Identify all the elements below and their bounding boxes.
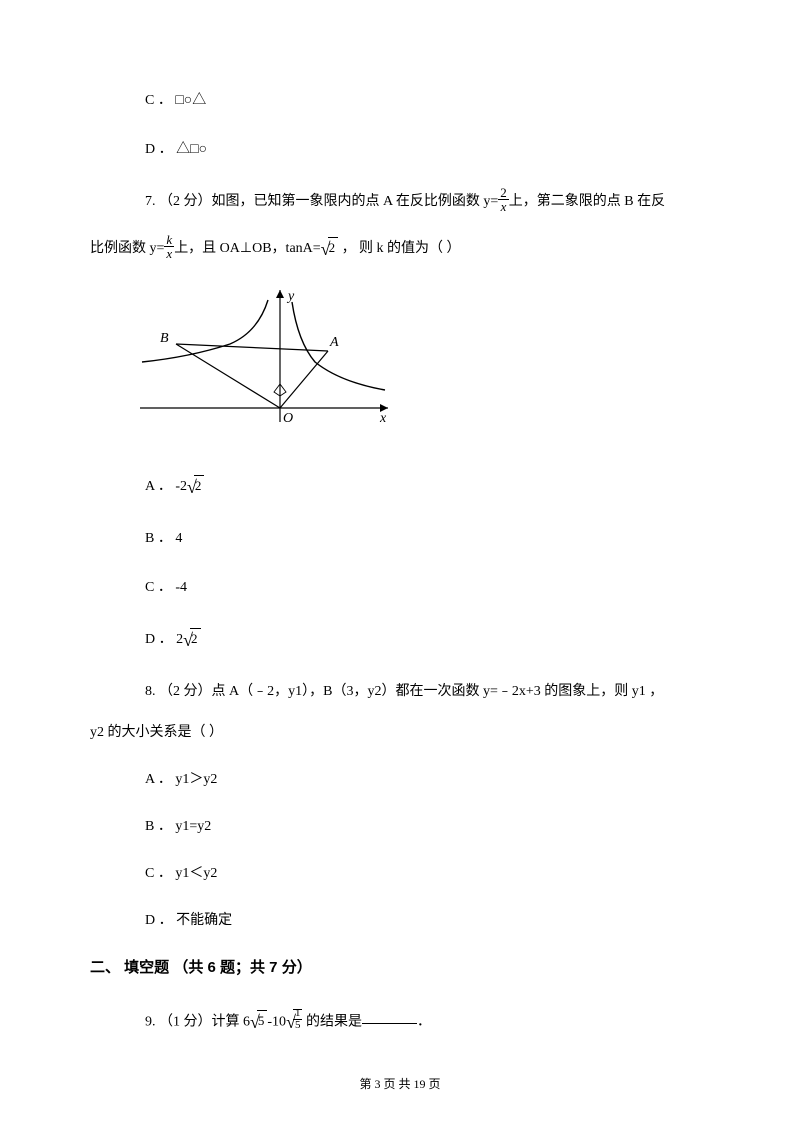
q8-line2: y2 的大小关系是（ ） [90, 722, 710, 743]
q8-text: y2 的大小关系是（ ） [90, 725, 223, 740]
q7-text: 7. （2 分）如图，已知第一象限内的点 A 在反比例函数 y= [145, 194, 498, 209]
q8-option-d: D ． 不能确定 [90, 910, 710, 931]
q9-text: 9. （1 分）计算 [145, 1014, 243, 1029]
label-x: x [379, 411, 387, 426]
option-label: C ． [145, 93, 172, 108]
q7-option-b: B ． 4 [90, 528, 710, 549]
option-label: B ． [145, 819, 172, 834]
q8-option-a: A ． y1＞y2 [90, 769, 710, 790]
fill-in-blank[interactable] [362, 1010, 417, 1024]
option-text: □○△ [175, 93, 206, 108]
q8-text: 8. （2 分）点 A（﹣2，y1），B（3，y2）都在一次函数 y=﹣2x+3… [145, 684, 663, 699]
option-label: D ． [145, 142, 173, 157]
sqrt-2: √2 [321, 235, 338, 262]
option-text: y1＜y2 [175, 866, 217, 881]
option-text: 不能确定 [176, 913, 232, 928]
option-label: C ． [145, 866, 172, 881]
q7-graph-svg: y x O A B [130, 282, 400, 442]
page-content: C ． □○△ D ． △□○ 7. （2 分）如图，已知第一象限内的点 A 在… [90, 90, 710, 1035]
option-text: y1＞y2 [175, 772, 217, 787]
q7-option-d: D ． 2√2 [90, 626, 710, 653]
sqrt-5: √5 [250, 1008, 267, 1035]
option-label: C ． [145, 580, 172, 595]
q9-line: 9. （1 分）计算 6√5-10√15 的结果是 ． [90, 1008, 710, 1036]
option-label: A ． [145, 479, 172, 494]
q7-text: 上，且 OA⊥OB，tanA= [174, 241, 320, 256]
sqrt-frac-1-5: √15 [286, 1008, 302, 1036]
q7-figure: y x O A B [90, 282, 710, 449]
sqrt-icon: √2 [183, 626, 200, 653]
q7-line2: 比例函数 y=kx上，且 OA⊥OB，tanA=√2 ， 则 k 的值为（ ） [90, 235, 710, 262]
q8-option-b: B ． y1=y2 [90, 816, 710, 837]
option-text: △□○ [176, 142, 207, 157]
option-label: B ． [145, 531, 172, 546]
q9-suffix: 的结果是 [302, 1014, 362, 1029]
q7-option-a: A ． -2√2 [90, 473, 710, 500]
option-num: -2 [175, 479, 187, 494]
q9-period: ． [417, 1014, 431, 1029]
q7-text: 上，第二象限的点 B 在反 [509, 194, 665, 209]
expr-minus-10: -10 [267, 1014, 286, 1029]
q7-option-c: C ． -4 [90, 577, 710, 598]
option-label: D ． [145, 913, 173, 928]
q6-option-d: D ． △□○ [90, 139, 710, 160]
q7-text: ， 则 k 的值为（ ） [338, 241, 461, 256]
q8-line1: 8. （2 分）点 A（﹣2，y1），B（3，y2）都在一次函数 y=﹣2x+3… [90, 681, 710, 702]
q7-text: 比例函数 y= [90, 241, 164, 256]
option-text: y1=y2 [175, 819, 211, 834]
q7-line1: 7. （2 分）如图，已知第一象限内的点 A 在反比例函数 y=2x上，第二象限… [90, 188, 710, 215]
q6-option-c: C ． □○△ [90, 90, 710, 111]
expr-6: 6 [243, 1014, 250, 1029]
option-label: A ． [145, 772, 172, 787]
fraction-2-over-x: 2x [498, 186, 509, 213]
sqrt-icon: √2 [187, 473, 204, 500]
label-y: y [286, 289, 295, 304]
option-label: D ． [145, 632, 173, 647]
option-text: -4 [175, 580, 187, 595]
label-o: O [283, 411, 293, 426]
q8-option-c: C ． y1＜y2 [90, 863, 710, 884]
section-2-title: 二、 填空题 （共 6 题；共 7 分） [90, 957, 710, 980]
option-text: 4 [175, 531, 182, 546]
label-a: A [329, 335, 339, 350]
fraction-k-over-x: kx [164, 233, 174, 260]
page-footer: 第 3 页 共 19 页 [0, 1075, 800, 1092]
label-b: B [160, 331, 169, 346]
